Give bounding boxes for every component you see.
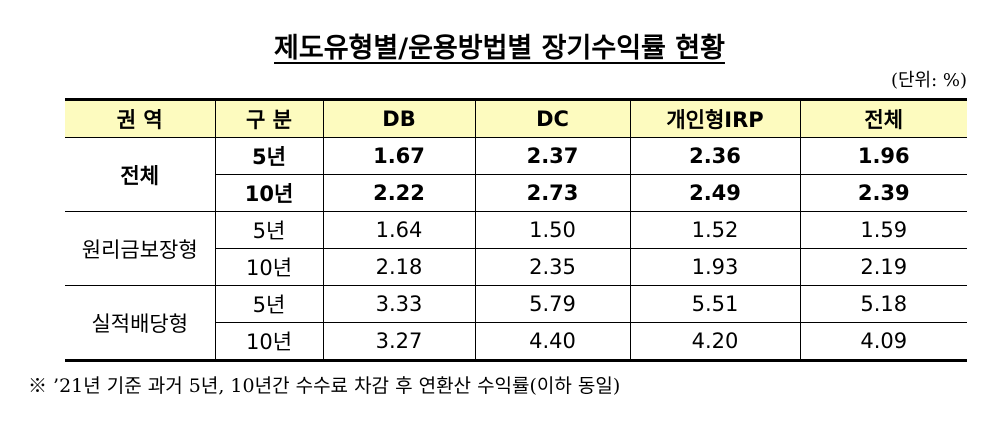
value-cell: 5.79 [474, 285, 631, 323]
value-cell: 2.35 [474, 248, 631, 286]
value-cell: 1.67 [322, 137, 476, 175]
header-cell: 개인형IRP [629, 98, 801, 138]
table-row: 원리금보장형 5년 1.64 1.50 1.52 1.59 [65, 211, 967, 286]
table-row: 10년 3.27 4.40 4.20 4.09 [65, 322, 967, 362]
value-cell: 3.27 [322, 322, 476, 362]
value-cell: 4.20 [629, 322, 801, 362]
region-cell: 원리금보장형 [65, 211, 216, 286]
value-cell: 1.52 [629, 211, 801, 249]
period-cell: 10년 [215, 322, 324, 362]
period-cell: 10년 [215, 248, 324, 286]
value-cell: 2.49 [629, 174, 801, 212]
value-cell: 2.19 [799, 248, 967, 286]
header-cell: 전체 [799, 98, 967, 138]
table-row: 10년 2.22 2.73 2.49 2.39 [65, 174, 967, 212]
value-cell: 2.73 [474, 174, 631, 212]
value-cell: 2.36 [629, 137, 801, 175]
region-cell: 실적배당형 [65, 285, 216, 362]
header-cell: 구 분 [214, 98, 324, 138]
value-cell: 4.09 [799, 322, 967, 362]
value-cell: 1.64 [322, 211, 476, 249]
value-cell: 1.93 [629, 248, 801, 286]
value-cell: 1.96 [799, 137, 967, 175]
footnote: ※ ’21년 기준 과거 5년, 10년간 수수료 차감 후 연환산 수익률(이… [28, 375, 621, 397]
table-row: 실적배당형 5년 3.33 5.79 5.51 5.18 [65, 285, 967, 362]
period-cell: 5년 [214, 137, 324, 175]
period-cell: 5년 [214, 285, 324, 323]
value-cell: 1.59 [799, 211, 967, 249]
value-cell: 1.50 [474, 211, 631, 249]
period-cell: 5년 [214, 211, 324, 249]
title-text: 제도유형별/운용방법별 장기수익률 현황 [274, 33, 725, 64]
value-cell: 5.51 [629, 285, 801, 323]
unit-note: (단위: %) [890, 70, 967, 91]
value-cell: 4.40 [474, 322, 631, 362]
value-cell: 2.39 [799, 174, 967, 212]
value-cell: 2.22 [322, 174, 476, 212]
table-body: 전체 5년 1.67 2.37 2.36 1.96 10년 2.22 2.73 2.49 2.39 원… [65, 137, 967, 362]
header-cell: 권 역 [65, 98, 216, 138]
period-cell: 10년 [215, 174, 324, 212]
table-row: 전체 5년 1.67 2.37 2.36 1.96 [65, 137, 967, 212]
header-cell: DB [322, 98, 476, 138]
value-cell: 2.37 [474, 137, 631, 175]
value-cell: 2.18 [322, 248, 476, 286]
table-row: 10년 2.18 2.35 1.93 2.19 [65, 248, 967, 286]
value-cell: 3.33 [322, 285, 476, 323]
region-cell: 전체 [65, 137, 216, 212]
value-cell: 5.18 [799, 285, 967, 323]
header-cell: DC [474, 98, 631, 138]
title: 제도유형별/운용방법별 장기수익률 현황 [0, 26, 999, 65]
